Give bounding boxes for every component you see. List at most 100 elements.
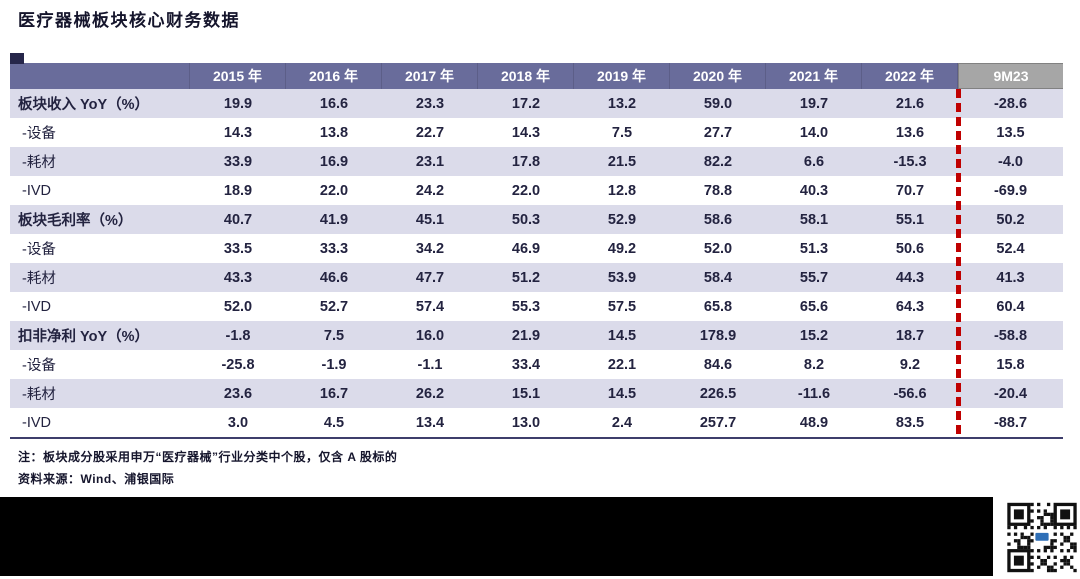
value-cell: -11.6 [797,385,831,402]
value-cell: 9.2 [899,356,921,373]
value-cell: 50.3 [511,211,541,228]
value-cell: -1.9 [321,356,347,373]
row-label: 板块毛利率（%） [18,213,133,229]
qr-code [1004,499,1080,576]
value-cell-9m23: -4.0 [998,153,1023,170]
row-label: -耗材 [22,155,56,171]
table-row: -设备 -25.8 -1.9 -1.1 33.4 22.1 84.6 8.2 9.2 15.8 [10,350,1063,379]
table-row: 扣非净利 YoY（%） -1.8 7.5 16.0 21.9 14.5 178.9 15.2 1… [10,321,1063,350]
value-cell: 64.3 [895,298,925,315]
value-cell: 53.9 [607,269,637,286]
financial-table: 2015 年 2016 年 2017 年 2018 年 2019 年 2020 年 2021… [10,53,1063,439]
value-cell: 7.5 [611,124,633,141]
value-cell: 23.6 [223,385,253,402]
source-note: 资料来源：Wind、浦银国际 [18,472,175,486]
table-row: 板块收入 YoY（%） 19.9 16.6 23.3 17.2 13.2 59.0 19.7 2… [10,89,1063,118]
value-cell: 50.6 [895,240,925,257]
value-cell: 22.1 [607,356,637,373]
value-cell: 65.8 [703,298,733,315]
value-cell: 3.0 [227,414,249,431]
value-cell: 14.3 [223,124,253,141]
value-cell: 13.0 [511,414,541,431]
value-cell: -1.1 [417,356,443,373]
value-cell: 44.3 [895,269,925,286]
spdbi-logo [1035,532,1049,541]
value-cell: 16.7 [319,385,349,402]
value-cell: 70.7 [895,182,925,199]
header-cell-year: 2018 年 [478,63,574,89]
value-cell: 82.2 [703,153,733,170]
value-cell: 226.5 [699,385,737,402]
value-cell: 4.5 [323,414,345,431]
value-cell: -25.8 [221,356,255,373]
header-cell-year: 2021 年 [766,63,862,89]
value-cell: 21.5 [607,153,637,170]
value-cell: 51.3 [799,240,829,257]
bottom-black-bar [0,497,993,576]
row-label: -设备 [22,126,56,142]
value-cell: 33.5 [223,240,253,257]
value-cell: 55.1 [895,211,925,228]
value-cell: 19.9 [223,95,253,112]
value-cell: 21.9 [511,327,541,344]
value-cell: 27.7 [703,124,733,141]
value-cell: 52.0 [223,298,253,315]
value-cell-9m23: 13.5 [996,124,1025,141]
value-cell: 22.0 [319,182,349,199]
header-cell-year: 2016 年 [286,63,382,89]
table-row: -IVD 18.9 22.0 24.2 22.0 12.8 78.8 40.3 70.7 -69.… [10,176,1063,205]
value-cell: 257.7 [699,414,737,431]
header-cell-year: 2015 年 [190,63,286,89]
value-cell: 33.4 [511,356,541,373]
value-cell: 65.6 [799,298,829,315]
value-cell-9m23: -20.4 [993,385,1028,402]
value-cell: 84.6 [703,356,733,373]
value-cell: 21.6 [895,95,925,112]
row-label: -耗材 [22,271,56,287]
row-label: -设备 [22,242,56,258]
value-cell: 17.2 [511,95,541,112]
value-cell: 46.6 [319,269,349,286]
value-cell-9m23: -58.8 [993,327,1028,344]
value-cell: 16.6 [319,95,349,112]
header-cell-year: 2019 年 [574,63,670,89]
table-row: -设备 33.5 33.3 34.2 46.9 49.2 52.0 51.3 50.6 52.4 [10,234,1063,263]
row-label: -IVD [22,414,51,431]
value-cell: 40.3 [799,182,829,199]
value-cell: 14.3 [511,124,541,141]
value-cell: 13.4 [415,414,445,431]
value-cell: 83.5 [895,414,925,431]
value-cell-9m23: 52.4 [996,240,1025,257]
header-cell-9m23: 9M23 [958,63,1063,89]
value-cell: 41.9 [319,211,349,228]
value-cell-9m23: -28.6 [993,95,1028,112]
value-cell: 178.9 [699,327,737,344]
value-cell: 22.0 [511,182,541,199]
value-cell-9m23: -88.7 [993,414,1028,431]
value-cell: 55.3 [511,298,541,315]
value-cell: 78.8 [703,182,733,199]
value-cell: 2.4 [611,414,633,431]
value-cell: 16.9 [319,153,349,170]
value-cell: 18.9 [223,182,253,199]
value-cell: 24.2 [415,182,445,199]
row-label: -IVD [22,182,51,199]
row-label: 扣非净利 YoY（%） [18,329,150,345]
page-title: 医疗器械板块核心财务数据 [18,11,240,30]
row-label: -设备 [22,358,56,374]
value-cell: 43.3 [223,269,253,286]
value-cell-9m23: 50.2 [996,211,1025,228]
value-cell: 13.2 [607,95,637,112]
value-cell-9m23: -69.9 [993,182,1028,199]
header-cell-year: 2020 年 [670,63,766,89]
value-cell: 55.7 [799,269,829,286]
value-cell: 13.8 [319,124,349,141]
value-cell: 52.0 [703,240,733,257]
table-row: -耗材 33.9 16.9 23.1 17.8 21.5 82.2 6.6 -15.3 -4.0 [10,147,1063,176]
value-cell: -56.6 [893,385,927,402]
value-cell: 14.0 [799,124,829,141]
value-cell: 40.7 [223,211,253,228]
value-cell: 46.9 [511,240,541,257]
value-cell: 14.5 [607,327,637,344]
